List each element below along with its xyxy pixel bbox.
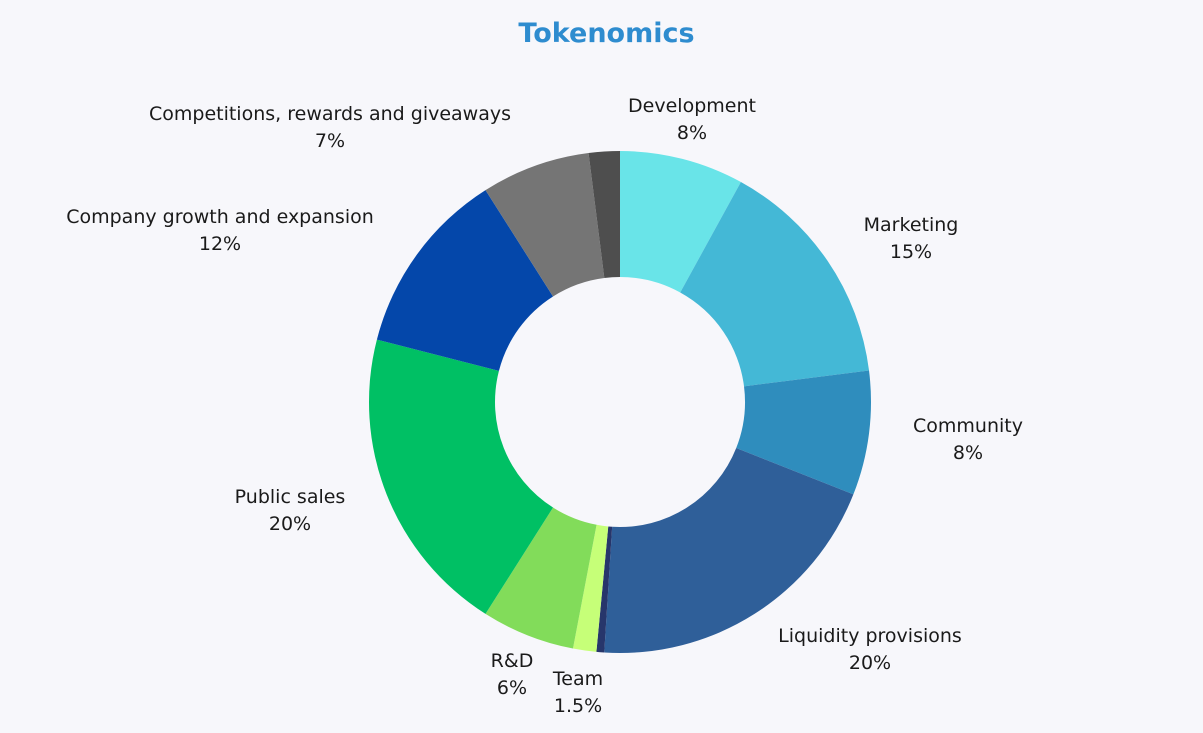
slice-label-company-growth-and-expansion: Company growth and expansion xyxy=(66,206,374,228)
slice-label-public-sales: Public sales xyxy=(235,486,346,508)
slice-label-community: Community xyxy=(913,415,1023,437)
slice-value-development: 8% xyxy=(677,122,707,144)
chart-title: Tokenomics xyxy=(518,18,695,49)
slice-value-marketing: 15% xyxy=(890,241,932,263)
slice-development xyxy=(620,151,741,293)
slice-company-growth-and-expansion xyxy=(376,190,554,371)
slice-label-competitions-rewards-and-giveaways: Competitions, rewards and giveaways xyxy=(149,103,511,125)
slice-value-r-d: 6% xyxy=(497,677,527,699)
slice-label-liquidity-provisions: Liquidity provisions xyxy=(778,625,962,647)
slice-public-sales xyxy=(369,339,554,614)
slice-value-public-sales: 20% xyxy=(269,513,311,535)
slice-team xyxy=(572,524,609,652)
slice-marketing xyxy=(680,182,870,387)
slice-label-team: Team xyxy=(552,668,603,690)
slice-label-r-d: R&D xyxy=(491,650,534,672)
slice-unlabeled-10 xyxy=(588,151,620,278)
slice-community xyxy=(736,370,872,495)
slice-label-development: Development xyxy=(628,95,756,117)
slice-value-community: 8% xyxy=(953,442,983,464)
slice-label-marketing: Marketing xyxy=(864,214,959,236)
slice-value-liquidity-provisions: 20% xyxy=(849,652,891,674)
slice-liquidity-provisions xyxy=(604,448,854,653)
slice-value-competitions-rewards-and-giveaways: 7% xyxy=(315,130,345,152)
slice-value-team: 1.5% xyxy=(554,695,602,717)
slice-r-d xyxy=(485,507,597,649)
slice-unlabeled-4 xyxy=(596,526,613,653)
slice-competitions-rewards-and-giveaways xyxy=(485,152,605,297)
slice-value-company-growth-and-expansion: 12% xyxy=(199,233,241,255)
